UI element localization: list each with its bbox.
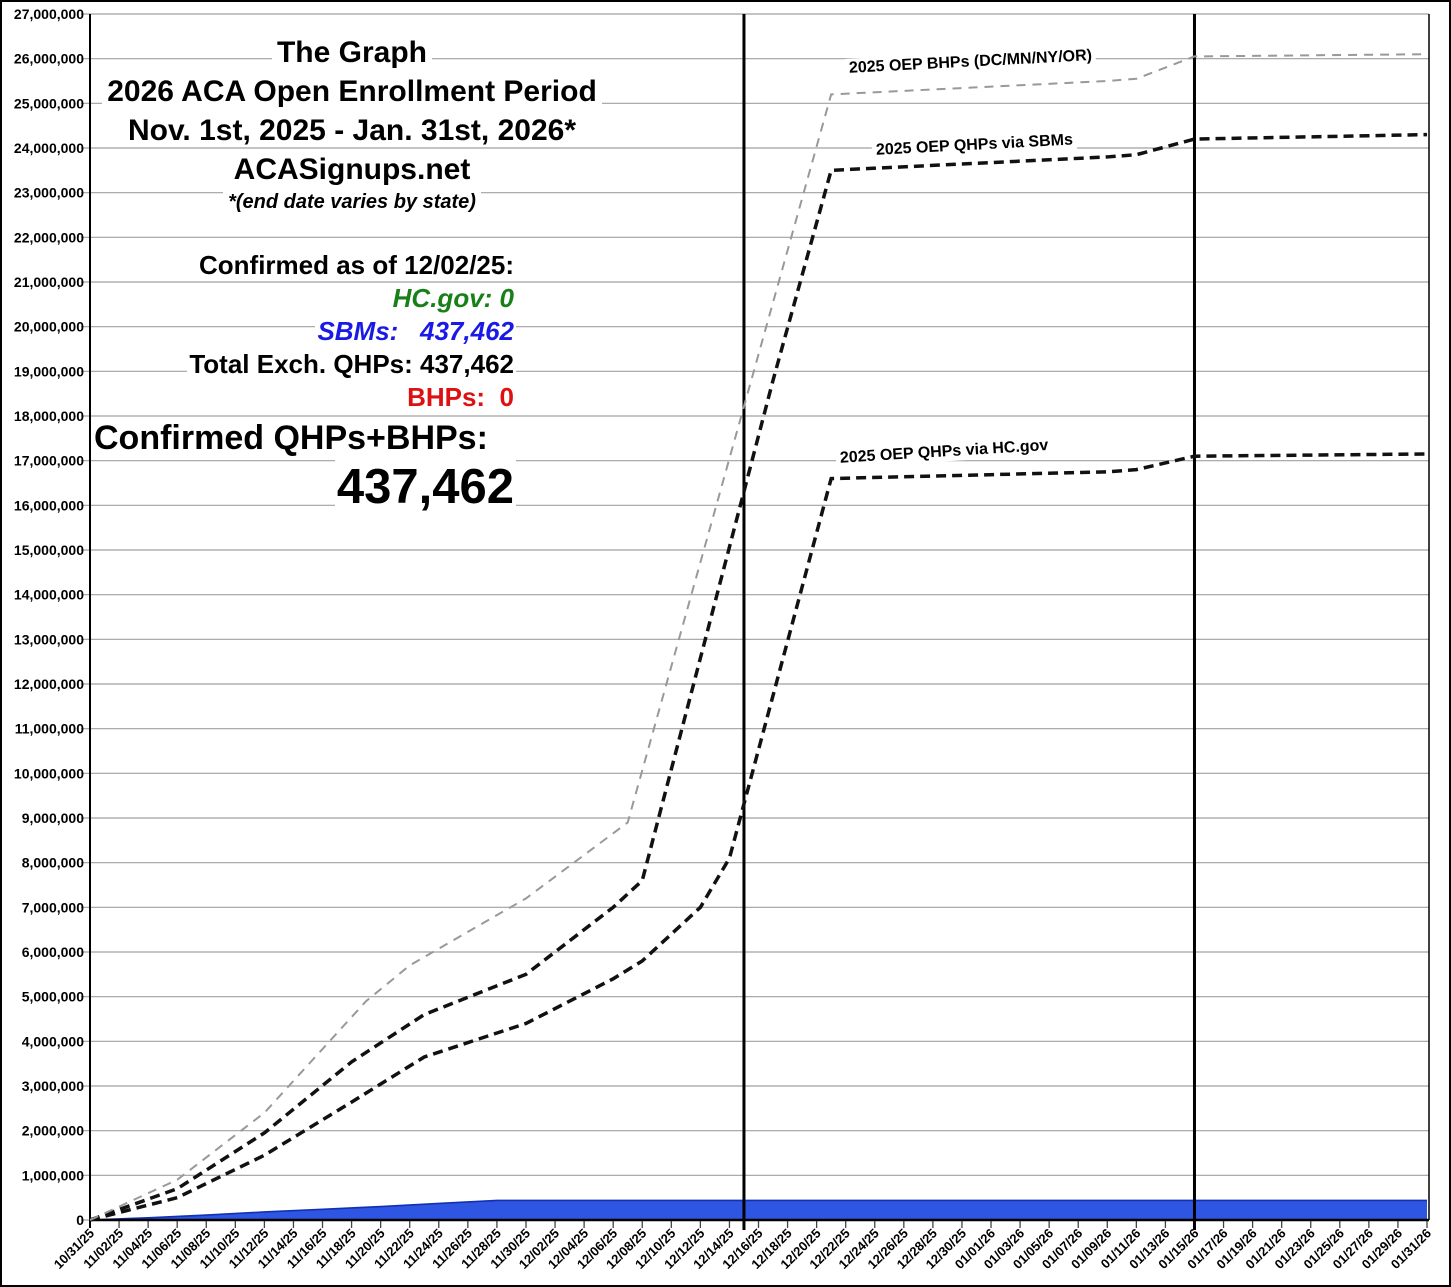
- y-tick-label: 0: [76, 1212, 84, 1228]
- chart-title-site: ACASignups.net: [77, 150, 627, 189]
- series-line-sbms: [89, 132, 1428, 1222]
- y-tick-label: 27,000,000: [14, 6, 84, 22]
- y-tick-label: 7,000,000: [22, 899, 84, 915]
- y-tick-label: 5,000,000: [22, 989, 84, 1005]
- stat-sum-label: Confirmed QHPs+BHPs:: [92, 419, 490, 457]
- y-tick-label: 26,000,000: [14, 51, 84, 67]
- y-tick-label: 4,000,000: [22, 1033, 84, 1049]
- y-tick-label: 10,000,000: [14, 765, 84, 781]
- stat-sbms: SBMs: 437,462: [315, 316, 516, 346]
- stat-bhps: BHPs: 0: [405, 382, 516, 412]
- y-tick-label: 2,000,000: [22, 1123, 84, 1139]
- confirmed-stats-block: Confirmed as of 12/02/25: HC.gov: 0 SBMs…: [92, 249, 516, 516]
- y-tick-label: 25,000,000: [14, 95, 84, 111]
- y-tick-label: 19,000,000: [14, 363, 84, 379]
- area-2026-top-edge: [89, 1199, 1427, 1221]
- y-tick-label: 20,000,000: [14, 319, 84, 335]
- chart-title-line2: 2026 ACA Open Enrollment Period: [77, 72, 627, 111]
- y-tick-label: 13,000,000: [14, 631, 84, 647]
- y-tick-label: 12,000,000: [14, 676, 84, 692]
- y-tick-label: 3,000,000: [22, 1078, 84, 1094]
- stat-total-qhps: Total Exch. QHPs: 437,462: [187, 349, 516, 379]
- chart-title-block: The Graph 2026 ACA Open Enrollment Perio…: [77, 33, 627, 216]
- y-tick-label: 22,000,000: [14, 229, 84, 245]
- stat-as-of: Confirmed as of 12/02/25:: [197, 250, 516, 280]
- chart-title-line1: The Graph: [77, 33, 627, 72]
- y-tick-label: 15,000,000: [14, 542, 84, 558]
- y-tick-label: 17,000,000: [14, 453, 84, 469]
- y-tick-label: 24,000,000: [14, 140, 84, 156]
- y-tick-label: 16,000,000: [14, 497, 84, 513]
- chart-title-note: *(end date varies by state): [77, 189, 627, 216]
- y-tick-label: 14,000,000: [14, 587, 84, 603]
- area-2026-confirmed: [90, 1200, 1427, 1220]
- series-line-hcgov: [89, 452, 1428, 1222]
- y-tick-label: 21,000,000: [14, 274, 84, 290]
- series-line-bhps: [89, 53, 1428, 1221]
- y-tick-label: 23,000,000: [14, 185, 84, 201]
- y-tick-label: 11,000,000: [15, 721, 85, 737]
- y-tick-label: 9,000,000: [22, 810, 84, 826]
- y-tick-label: 1,000,000: [22, 1167, 84, 1183]
- y-tick-label: 6,000,000: [22, 944, 84, 960]
- stat-sum-value: 437,462: [334, 460, 516, 514]
- y-tick-label: 8,000,000: [22, 855, 84, 871]
- stat-hcgov: HC.gov: 0: [390, 283, 516, 313]
- y-tick-label: 18,000,000: [14, 408, 84, 424]
- chart-title-line3: Nov. 1st, 2025 - Jan. 31st, 2026*: [77, 111, 627, 150]
